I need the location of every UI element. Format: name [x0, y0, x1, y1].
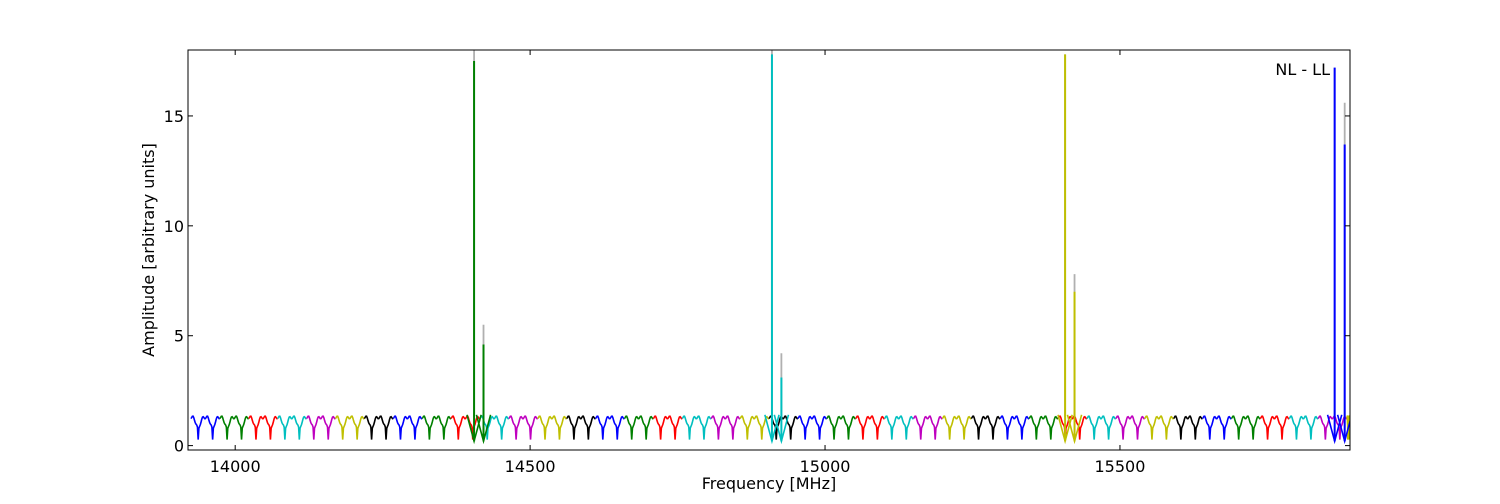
peak-dip: [1336, 414, 1350, 445]
baseline-segment: [1201, 415, 1232, 440]
baseline-segment: [912, 415, 943, 440]
baseline-segment: [1172, 415, 1203, 440]
baseline-segment: [1317, 415, 1348, 440]
baseline-segment: [999, 415, 1030, 440]
annotation-label: NL - LL: [1275, 60, 1330, 79]
baseline-segment: [566, 415, 596, 440]
baseline-segment: [276, 415, 307, 440]
baseline-segment: [797, 415, 827, 440]
baseline-segment: [594, 415, 625, 440]
baseline-segment: [855, 415, 885, 440]
peak-dip: [475, 414, 492, 445]
series-layer: [190, 50, 1350, 445]
y-tick-label: 15: [164, 107, 184, 126]
x-tick-label: 15500: [1095, 457, 1146, 476]
baseline-segment: [623, 415, 654, 440]
baseline-segment: [768, 415, 798, 440]
baseline-segment: [537, 415, 567, 440]
baseline-segment: [1288, 415, 1319, 440]
baseline-segment: [1144, 415, 1174, 440]
ticks-layer: 14000 14500 15000 15500 0 5 10 15: [164, 50, 1350, 476]
baseline-segment: [1086, 415, 1116, 440]
peak-dip: [773, 414, 790, 445]
x-axis-label: Frequency [MHz]: [702, 474, 836, 493]
baseline-segment: [334, 415, 365, 440]
y-tick-label: 5: [174, 327, 184, 346]
baseline-segment: [970, 415, 1001, 440]
baseline-segment: [450, 415, 481, 440]
baseline-segment: [826, 415, 856, 440]
y-tick-label: 0: [174, 437, 184, 456]
x-tick-label: 14000: [210, 457, 261, 476]
baseline-segment: [1028, 415, 1059, 440]
baseline-segment: [305, 415, 336, 440]
y-tick-label: 10: [164, 217, 184, 236]
x-tick-label: 14500: [505, 457, 556, 476]
baseline-segment: [1230, 415, 1261, 440]
baseline-segment: [392, 415, 423, 440]
baseline-segment: [1057, 415, 1087, 440]
baseline-segment: [652, 415, 683, 440]
baseline-segment: [190, 415, 220, 440]
baseline-segment: [479, 415, 509, 440]
plot-frame: [187, 49, 1351, 451]
baseline-segment: [710, 415, 741, 440]
peak-dip: [1066, 414, 1083, 445]
baseline-segment: [883, 415, 914, 440]
baseline-segment: [1115, 415, 1145, 440]
baseline-segment: [508, 415, 538, 440]
y-axis-label: Amplitude [arbitrary units]: [139, 143, 158, 357]
baseline-segment: [1259, 415, 1290, 440]
baseline-segment: [248, 415, 278, 440]
baseline-segment: [941, 415, 972, 440]
x-tick-label: 15000: [800, 457, 851, 476]
baseline-segment: [739, 415, 770, 440]
baseline-segment: [421, 415, 452, 440]
baseline-segment: [363, 415, 394, 440]
baseline-segment: [681, 415, 712, 440]
baseline-segment: [219, 415, 249, 440]
